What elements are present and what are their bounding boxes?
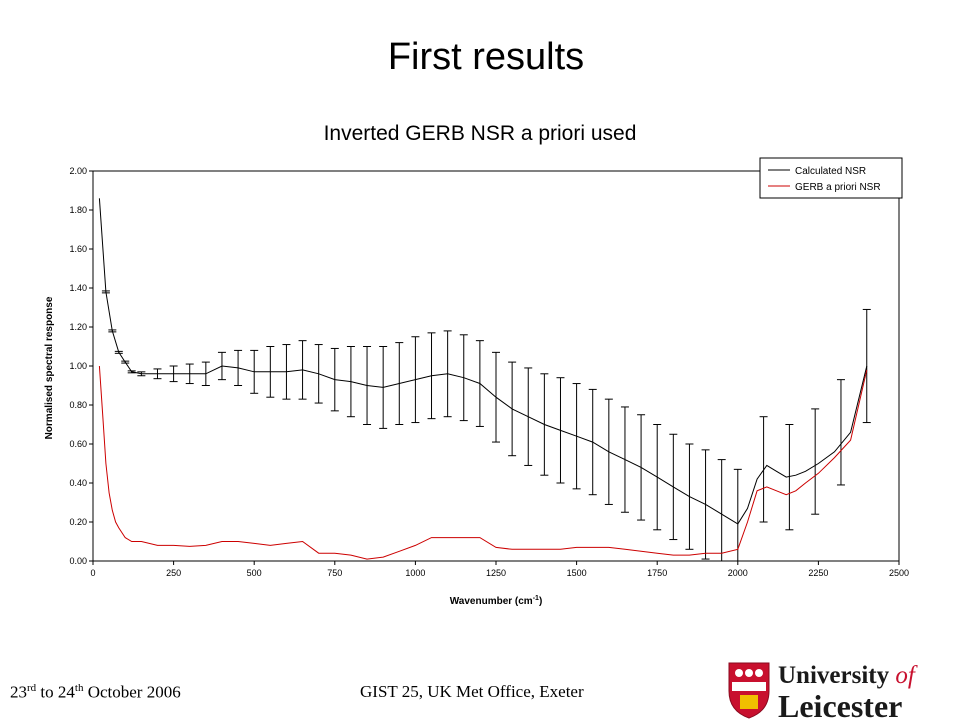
shield-icon [728,662,770,719]
x-tick-label: 1250 [486,568,506,578]
university-logo: University of Leicester [726,660,960,724]
legend-label-apriori: GERB a priori NSR [795,182,881,193]
logo-word-leicester: Leicester [778,688,903,724]
logo-word-of: of [895,662,915,689]
footer-date-mid: to 24 [36,682,75,702]
footer-date-sup1: rd [27,682,37,694]
x-tick-label: 1500 [567,568,587,578]
x-tick-label: 500 [247,568,262,578]
x-axis-label: Wavenumber (cm-1) [450,595,543,607]
x-tick-label: 250 [166,568,181,578]
x-axis-label-sup: -1 [533,595,539,602]
axes: 0.00 0.20 0.40 0.60 0.80 1.00 1.20 1.40 1.60 1.80… [69,166,909,578]
x-tick-label: 750 [327,568,342,578]
logo-word-university: University [778,662,890,689]
y-tick-label: 2.00 [69,166,87,176]
legend: Calculated NSR GERB a priori NSR [759,157,903,199]
y-tick-label: 1.60 [69,244,87,254]
footer-date: 23rd to 24th October 2006 [10,682,181,703]
legend-box [759,157,903,199]
x-tick-label: 2250 [808,568,828,578]
y-tick-label: 0.20 [69,517,87,527]
logo-wordmark-top: University of [778,662,915,690]
x-tick-label: 2000 [728,568,748,578]
error-bars [101,290,871,562]
x-axis-label-main: Wavenumber (cm [450,596,533,607]
series-line-apriori [98,365,868,560]
nsr-chart: 0.00 0.20 0.40 0.60 0.80 1.00 1.20 1.40 1.60 1.80… [44,157,909,607]
slide-title: First results [387,36,585,78]
series-lines [98,198,868,560]
footer-date-pre: 23 [10,682,27,702]
footer-event: GIST 25, UK Met Office, Exeter [360,682,584,701]
x-axis-label-end: ) [539,596,542,607]
y-tick-label: 1.80 [69,205,87,215]
y-tick-label: 0.80 [69,400,87,410]
y-tick-label: 0.00 [69,556,87,566]
legend-label-calculated: Calculated NSR [795,166,866,177]
chart-title: Inverted GERB NSR a priori used [323,122,637,145]
y-tick-label: 1.40 [69,283,87,293]
y-axis-label: Normalised spectral response [44,296,55,439]
x-tick-label: 2500 [889,568,909,578]
series-line-calculated [98,198,868,525]
y-tick-label: 0.60 [69,439,87,449]
x-tick-label: 1750 [647,568,667,578]
footer-date-sup2: th [74,682,84,694]
x-tick-label: 0 [90,568,95,578]
y-tick-label: 1.00 [69,361,87,371]
y-tick-label: 0.40 [69,478,87,488]
x-tick-label: 1000 [405,568,425,578]
footer-date-post: October 2006 [83,682,181,702]
y-tick-label: 1.20 [69,322,87,332]
